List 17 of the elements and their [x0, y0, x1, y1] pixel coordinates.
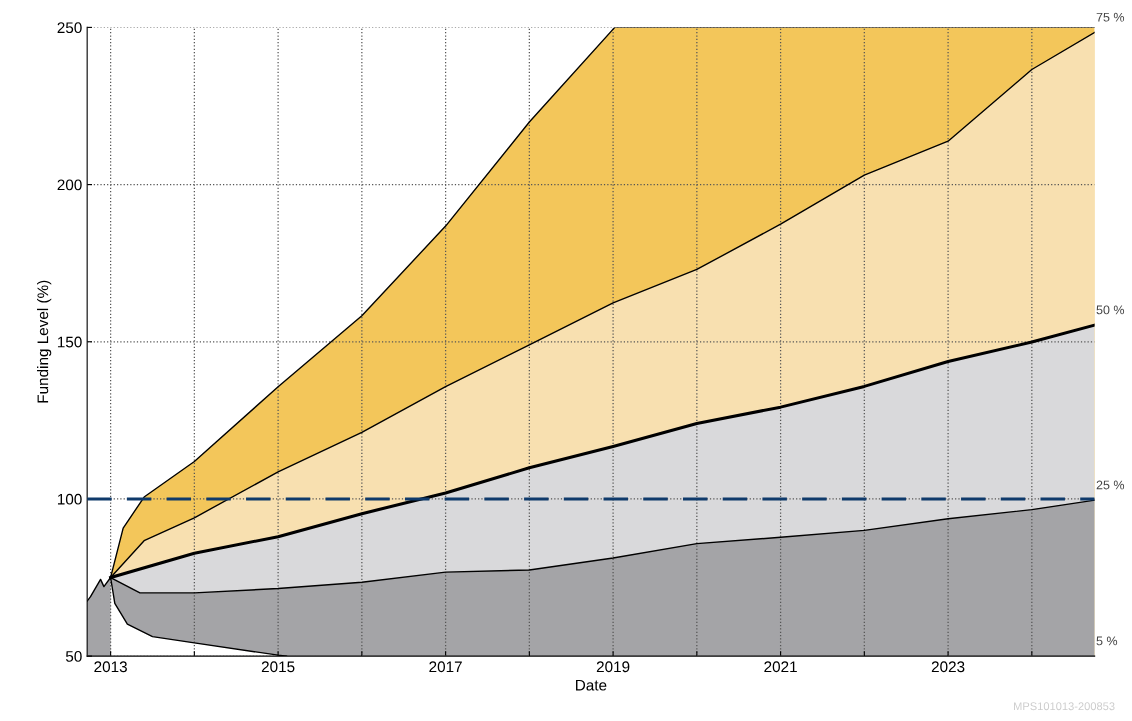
x-axis-title: Date [576, 679, 607, 691]
y-tick-label: 50 [65, 650, 82, 662]
text: 5 % [1096, 636, 1118, 646]
x-tick-label: 2017 [429, 661, 462, 673]
y-axis-title: Funding Level (%) [37, 280, 52, 403]
y-tick-label: 100 [57, 493, 82, 505]
x-tick-label: 2021 [764, 661, 797, 673]
x-tick-label: 2019 [596, 661, 630, 673]
series-label: 50 % [1096, 305, 1125, 315]
x-tick-label: 2015 [261, 661, 295, 673]
x-tick-label: 2013 [94, 661, 127, 673]
y-tick-label: 150 [57, 336, 82, 348]
series-label: 25 % [1096, 480, 1125, 490]
x-tick-label: 2023 [931, 661, 965, 673]
y-tick-label: 200 [57, 179, 82, 191]
series-label: 75 % [1096, 12, 1125, 22]
y-tick-label: 250 [57, 22, 82, 34]
